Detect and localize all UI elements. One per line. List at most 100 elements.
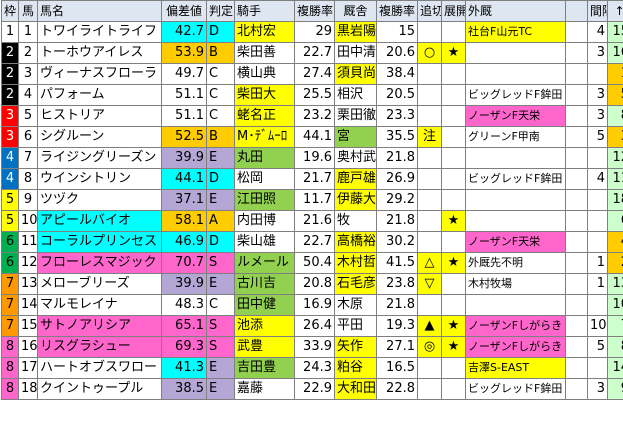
score-cell: 51.1 — [161, 84, 207, 106]
oikiri-cell: ▽ — [417, 273, 442, 295]
stable-rate-cell: 21.8 — [376, 147, 418, 169]
gaikyu-cell: ノーザンFしがらき — [465, 336, 566, 358]
jockey-rate-cell: 27.4 — [294, 63, 335, 85]
horse-name-cell: ライジングリーズン — [37, 147, 162, 169]
waku-cell: 5 — [1, 210, 19, 232]
kankaku-cell — [587, 210, 608, 232]
grade-cell: E — [206, 147, 235, 169]
score-cell: 53.9 — [161, 42, 207, 64]
jockey-cell: 池添 — [234, 315, 295, 337]
uma-number-cell: 10 — [18, 210, 38, 232]
jockey-rate-cell: 29 — [294, 21, 335, 43]
kankaku-cell: 4 — [587, 168, 608, 190]
stable-rate-cell: 21.8 — [376, 294, 418, 316]
score-cell: 46.9 — [161, 231, 207, 253]
header-gaikyu: 外厩 — [465, 0, 566, 22]
grade-cell: A — [206, 210, 235, 232]
tenkai-cell — [441, 63, 466, 85]
up-cell: 3 — [607, 126, 623, 148]
stable-rate-cell: 20.5 — [376, 84, 418, 106]
kankaku-cell: 5 — [587, 336, 608, 358]
waku-cell: 7 — [1, 273, 19, 295]
stable-rate-cell: 16.5 — [376, 357, 418, 379]
jockey-rate-cell: 21.6 — [294, 210, 335, 232]
oikiri-cell: 注 — [417, 126, 442, 148]
blank-cell — [565, 357, 588, 379]
stable-rate-cell: 23.3 — [376, 105, 418, 127]
jockey-rate-cell: 44.1 — [294, 126, 335, 148]
jockey-cell: 内田博 — [234, 210, 295, 232]
gaikyu-cell: ビッグレッドF鉾田 — [465, 84, 566, 106]
grade-cell: D — [206, 21, 235, 43]
jockey-cell: M･ﾃﾞﾑｰﾛ — [234, 126, 295, 148]
horse-name-cell: ヴィーナスフローラ — [37, 63, 162, 85]
score-cell: 51.1 — [161, 105, 207, 127]
uma-number-cell: 9 — [18, 189, 38, 211]
stable-rate-cell: 38.4 — [376, 63, 418, 85]
grade-cell: S — [206, 336, 235, 358]
stable-rate-cell: 41.5 — [376, 252, 418, 274]
blank-cell — [565, 189, 588, 211]
header-grade: 判定 — [206, 0, 235, 22]
horse-name-cell: ウインシトリン — [37, 168, 162, 190]
kankaku-cell: 5 — [587, 126, 608, 148]
stable-cell: 矢作 — [334, 336, 377, 358]
stable-rate-cell: 30.2 — [376, 231, 418, 253]
oikiri-cell — [417, 231, 442, 253]
grade-cell: E — [206, 378, 235, 400]
jockey-rate-cell: 11.7 — [294, 189, 335, 211]
grade-cell: D — [206, 231, 235, 253]
uma-number-cell: 11 — [18, 231, 38, 253]
jockey-cell: 柴田大 — [234, 84, 295, 106]
uma-number-cell: 14 — [18, 294, 38, 316]
blank-cell — [565, 210, 588, 232]
waku-cell: 4 — [1, 147, 19, 169]
score-cell: 65.1 — [161, 315, 207, 337]
waku-cell: 8 — [1, 378, 19, 400]
up-cell: 13 — [607, 273, 623, 295]
oikiri-cell: ▲ — [417, 315, 442, 337]
horse-name-cell: クイントゥープル — [37, 378, 162, 400]
stable-cell: 牧 — [334, 210, 377, 232]
score-cell: 52.5 — [161, 126, 207, 148]
oikiri-cell: △ — [417, 252, 442, 274]
waku-cell: 8 — [1, 336, 19, 358]
kankaku-cell: 1 — [587, 273, 608, 295]
oikiri-cell: ○ — [417, 42, 442, 64]
jockey-cell: 柴山雄 — [234, 231, 295, 253]
blank-cell — [565, 294, 588, 316]
waku-cell: 7 — [1, 315, 19, 337]
tenkai-cell — [441, 294, 466, 316]
gaikyu-cell: 外厩先不明 — [465, 252, 566, 274]
uma-number-cell: 5 — [18, 105, 38, 127]
waku-cell: 6 — [1, 231, 19, 253]
stable-cell: 鹿戸雄 — [334, 168, 377, 190]
uma-number-cell: 3 — [18, 63, 38, 85]
oikiri-cell — [417, 210, 442, 232]
blank-cell — [565, 378, 588, 400]
tenkai-cell: ★ — [441, 210, 466, 232]
stable-cell: 木原 — [334, 294, 377, 316]
tenkai-cell: ★ — [441, 252, 466, 274]
oikiri-cell — [417, 189, 442, 211]
gaikyu-cell: ノーザンF天栄 — [465, 105, 566, 127]
uma-number-cell: 17 — [18, 357, 38, 379]
horse-name-cell: サトノアリシア — [37, 315, 162, 337]
blank-cell — [565, 105, 588, 127]
jockey-cell: 田中健 — [234, 294, 295, 316]
horse-name-cell: ヒストリア — [37, 105, 162, 127]
uma-number-cell: 16 — [18, 336, 38, 358]
waku-cell: 3 — [1, 126, 19, 148]
kankaku-cell — [587, 294, 608, 316]
table-row: 6 12 フローレスマジック 70.7 S ルメール 50.4 木村哲 41.5 △ ★ 外厩先不明 1… — [1, 252, 623, 274]
jockey-rate-cell: 16.9 — [294, 294, 335, 316]
stable-rate-cell: 19.3 — [376, 315, 418, 337]
stable-cell: 田中清 — [334, 42, 377, 64]
jockey-rate-cell: 22.7 — [294, 42, 335, 64]
horse-name-cell: シグルーン — [37, 126, 162, 148]
waku-cell: 2 — [1, 63, 19, 85]
